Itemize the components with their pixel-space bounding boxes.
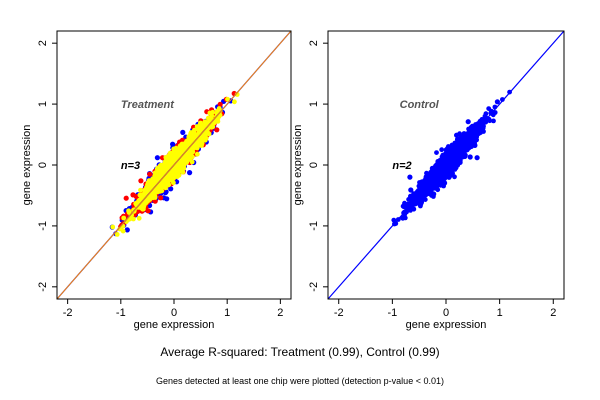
y-tick-label: 2	[308, 40, 320, 46]
x-tick-label: 0	[171, 307, 177, 319]
y-axis-label: gene expression	[21, 125, 33, 206]
series-points-0	[391, 89, 512, 227]
y-tick-label: -1	[308, 221, 320, 231]
x-axis-label: gene expression	[406, 319, 487, 331]
y-tick-label: 1	[37, 101, 49, 107]
y-tick-label: 1	[308, 101, 320, 107]
subtitle: Average R-squared: Treatment (0.99), Con…	[160, 345, 440, 359]
x-tick-label: -2	[334, 307, 344, 319]
y-tick-label: -2	[308, 282, 320, 292]
y-tick-label: 2	[37, 40, 49, 46]
series-points-2	[110, 92, 240, 237]
x-tick-label: -1	[387, 307, 397, 319]
y-axis-label: gene expression	[292, 125, 304, 206]
x-axis-label: gene expression	[134, 319, 215, 331]
plot-area	[328, 31, 564, 299]
plot-area	[57, 31, 291, 299]
panel-label: Treatment	[121, 99, 175, 111]
n-label: n=3	[121, 160, 140, 172]
reference-line	[57, 31, 291, 299]
y-tick-label: -2	[37, 282, 49, 292]
y-tick-label: -1	[37, 221, 49, 231]
x-tick-label: 2	[277, 307, 283, 319]
scatter-points	[391, 89, 512, 227]
x-tick-label: 2	[550, 307, 556, 319]
x-tick-label: 1	[497, 307, 503, 319]
n-label: n=2	[392, 160, 411, 172]
x-tick-label: -2	[63, 307, 73, 319]
x-tick-label: 0	[443, 307, 449, 319]
y-tick-label: 0	[308, 162, 320, 168]
y-tick-label: 0	[37, 162, 49, 168]
panel-treatment: -2 -1 0 1 2 -2 -1 0 1 2 gene expression gene expres…	[21, 30, 292, 331]
panel-control: -2 -1 0 1 2 -2 -1 0 1 2 gene expression gene expres…	[292, 30, 565, 331]
panel-label: Control	[400, 99, 440, 111]
x-tick-label: -1	[116, 307, 126, 319]
x-tick-label: 1	[224, 307, 230, 319]
reference-line	[328, 31, 564, 299]
footnote: Genes detected at least one chip were pl…	[156, 376, 444, 386]
